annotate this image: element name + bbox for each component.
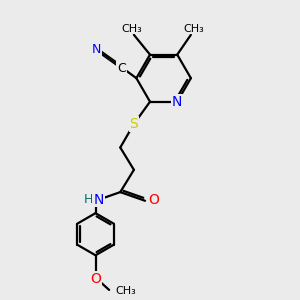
Text: CH₃: CH₃ bbox=[115, 286, 136, 296]
Text: S: S bbox=[130, 117, 138, 131]
Text: O: O bbox=[90, 272, 101, 286]
Text: N: N bbox=[92, 43, 101, 56]
Text: CH₃: CH₃ bbox=[183, 24, 204, 34]
Text: N: N bbox=[172, 95, 182, 109]
Text: H: H bbox=[84, 193, 93, 206]
Text: C: C bbox=[117, 62, 126, 75]
Text: CH₃: CH₃ bbox=[121, 24, 142, 34]
Text: N: N bbox=[93, 193, 104, 206]
Text: O: O bbox=[148, 193, 159, 206]
